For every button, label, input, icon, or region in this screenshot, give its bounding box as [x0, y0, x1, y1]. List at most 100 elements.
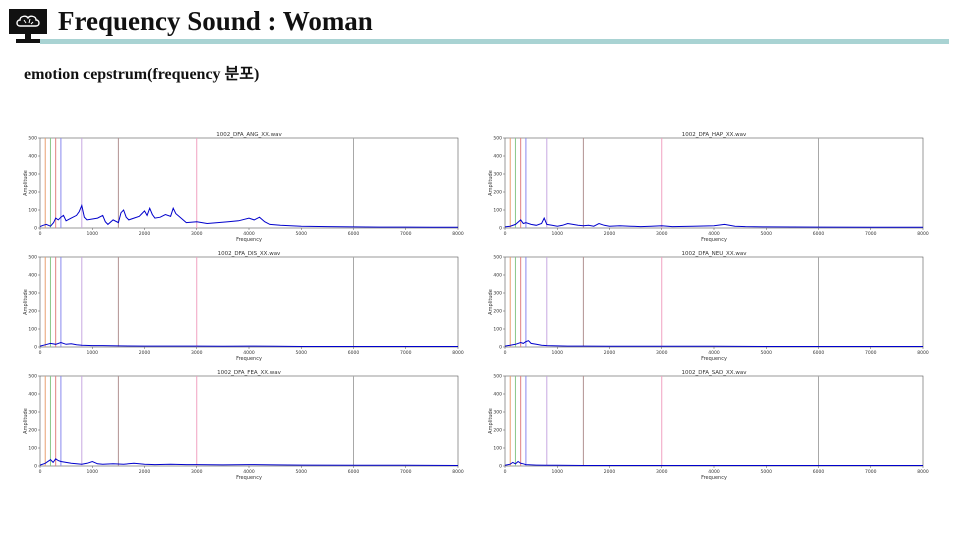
y-tick-label: 0	[34, 464, 37, 470]
y-tick-label: 200	[28, 309, 37, 315]
x-tick-label: 5000	[296, 350, 308, 356]
y-tick-label: 400	[28, 273, 37, 279]
y-tick-label: 500	[28, 136, 37, 142]
x-tick-label: 6000	[348, 350, 360, 356]
x-tick-label: 8000	[917, 231, 929, 237]
series-line	[504, 460, 923, 466]
plot-area	[504, 375, 924, 467]
x-tick-label: 5000	[761, 350, 773, 356]
x-tick-label: 3000	[656, 231, 668, 237]
x-tick-label: 8000	[917, 350, 929, 356]
chart-title: 1002_DFA_NEU_XX.wav	[682, 251, 748, 257]
x-axis-label: Frequency	[236, 237, 262, 243]
x-axis-label: Frequency	[701, 356, 727, 362]
x-tick-label: 1000	[87, 350, 99, 356]
x-tick-label: 4000	[243, 469, 255, 475]
y-tick-label: 200	[28, 428, 37, 434]
y-axis-label: Amplitude	[488, 408, 494, 434]
y-tick-label: 0	[499, 464, 502, 470]
x-tick-label: 4000	[708, 350, 720, 356]
x-tick-label: 7000	[865, 469, 877, 475]
x-tick-label: 2000	[139, 350, 151, 356]
y-tick-label: 300	[28, 172, 37, 178]
y-tick-label: 100	[493, 208, 502, 214]
x-axis-label: Frequency	[701, 475, 727, 481]
y-tick-label: 300	[493, 291, 502, 297]
x-axis-label: Frequency	[236, 356, 262, 362]
y-tick-label: 300	[28, 410, 37, 416]
x-tick-label: 2000	[604, 350, 616, 356]
plot-area	[39, 375, 459, 467]
y-tick-label: 200	[493, 190, 502, 196]
x-tick-label: 6000	[348, 469, 360, 475]
x-tick-label: 3000	[191, 350, 203, 356]
x-tick-label: 3000	[191, 469, 203, 475]
plot-area	[39, 256, 459, 348]
y-axis-label: Amplitude	[488, 170, 494, 196]
series-line	[39, 341, 458, 347]
x-tick-label: 5000	[296, 231, 308, 237]
x-tick-label: 3000	[656, 350, 668, 356]
x-tick-label: 5000	[761, 469, 773, 475]
x-axis-label: Frequency	[701, 237, 727, 243]
plot-area	[504, 137, 924, 229]
x-tick-label: 2000	[604, 231, 616, 237]
x-tick-label: 7000	[865, 231, 877, 237]
chart-neu: 1002_DFA_NEU_XX.wav 0 1000 2000 3000 4000 5000…	[488, 251, 929, 362]
y-tick-label: 500	[28, 255, 37, 261]
title-underline	[40, 39, 949, 44]
plot-area	[39, 137, 459, 229]
chart-ang: 1002_DFA_ANG_XX.wav 0 1000 2000 3000 4000 5000…	[23, 132, 464, 243]
y-tick-label: 0	[34, 345, 37, 351]
plot-area	[504, 256, 924, 348]
y-axis-label: Amplitude	[23, 289, 29, 315]
series-line	[504, 216, 923, 228]
x-tick-label: 2000	[139, 231, 151, 237]
y-tick-label: 400	[493, 273, 502, 279]
x-tick-label: 0	[39, 469, 42, 475]
x-tick-label: 2000	[139, 469, 151, 475]
series-line	[504, 340, 923, 347]
x-tick-label: 3000	[191, 231, 203, 237]
y-axis-label: Amplitude	[488, 289, 494, 315]
y-tick-label: 400	[493, 392, 502, 398]
x-tick-label: 8000	[452, 231, 464, 237]
x-tick-label: 1000	[87, 469, 99, 475]
x-tick-label: 0	[504, 231, 507, 237]
x-tick-label: 4000	[708, 469, 720, 475]
y-tick-label: 200	[28, 190, 37, 196]
y-tick-label: 200	[493, 428, 502, 434]
y-tick-label: 100	[28, 446, 37, 452]
x-tick-label: 1000	[552, 231, 564, 237]
y-tick-label: 0	[499, 345, 502, 351]
x-tick-label: 5000	[761, 231, 773, 237]
x-tick-label: 0	[504, 469, 507, 475]
x-tick-label: 2000	[604, 469, 616, 475]
y-tick-label: 500	[493, 136, 502, 142]
x-tick-label: 7000	[400, 469, 412, 475]
y-tick-label: 100	[493, 327, 502, 333]
brain-monitor-icon	[9, 9, 47, 43]
page-subtitle: emotion cepstrum(frequency 분포)	[24, 66, 260, 83]
y-axis-label: Amplitude	[23, 170, 29, 196]
y-tick-label: 0	[34, 226, 37, 232]
chart-title: 1002_DFA_ANG_XX.wav	[216, 132, 282, 138]
x-tick-label: 4000	[243, 231, 255, 237]
x-tick-label: 6000	[813, 469, 825, 475]
x-tick-label: 8000	[452, 350, 464, 356]
y-tick-label: 500	[28, 374, 37, 380]
y-tick-label: 500	[493, 374, 502, 380]
x-axis-label: Frequency	[236, 475, 262, 481]
y-tick-label: 300	[493, 172, 502, 178]
chart-title: 1002_DFA_HAP_XX.wav	[682, 132, 747, 138]
x-tick-label: 1000	[87, 231, 99, 237]
y-tick-label: 100	[28, 327, 37, 333]
chart-title: 1002_DFA_SAD_XX.wav	[682, 370, 748, 376]
x-tick-label: 1000	[552, 350, 564, 356]
y-tick-label: 500	[493, 255, 502, 261]
x-tick-label: 6000	[348, 231, 360, 237]
y-axis-label: Amplitude	[23, 408, 29, 434]
y-tick-label: 100	[493, 446, 502, 452]
